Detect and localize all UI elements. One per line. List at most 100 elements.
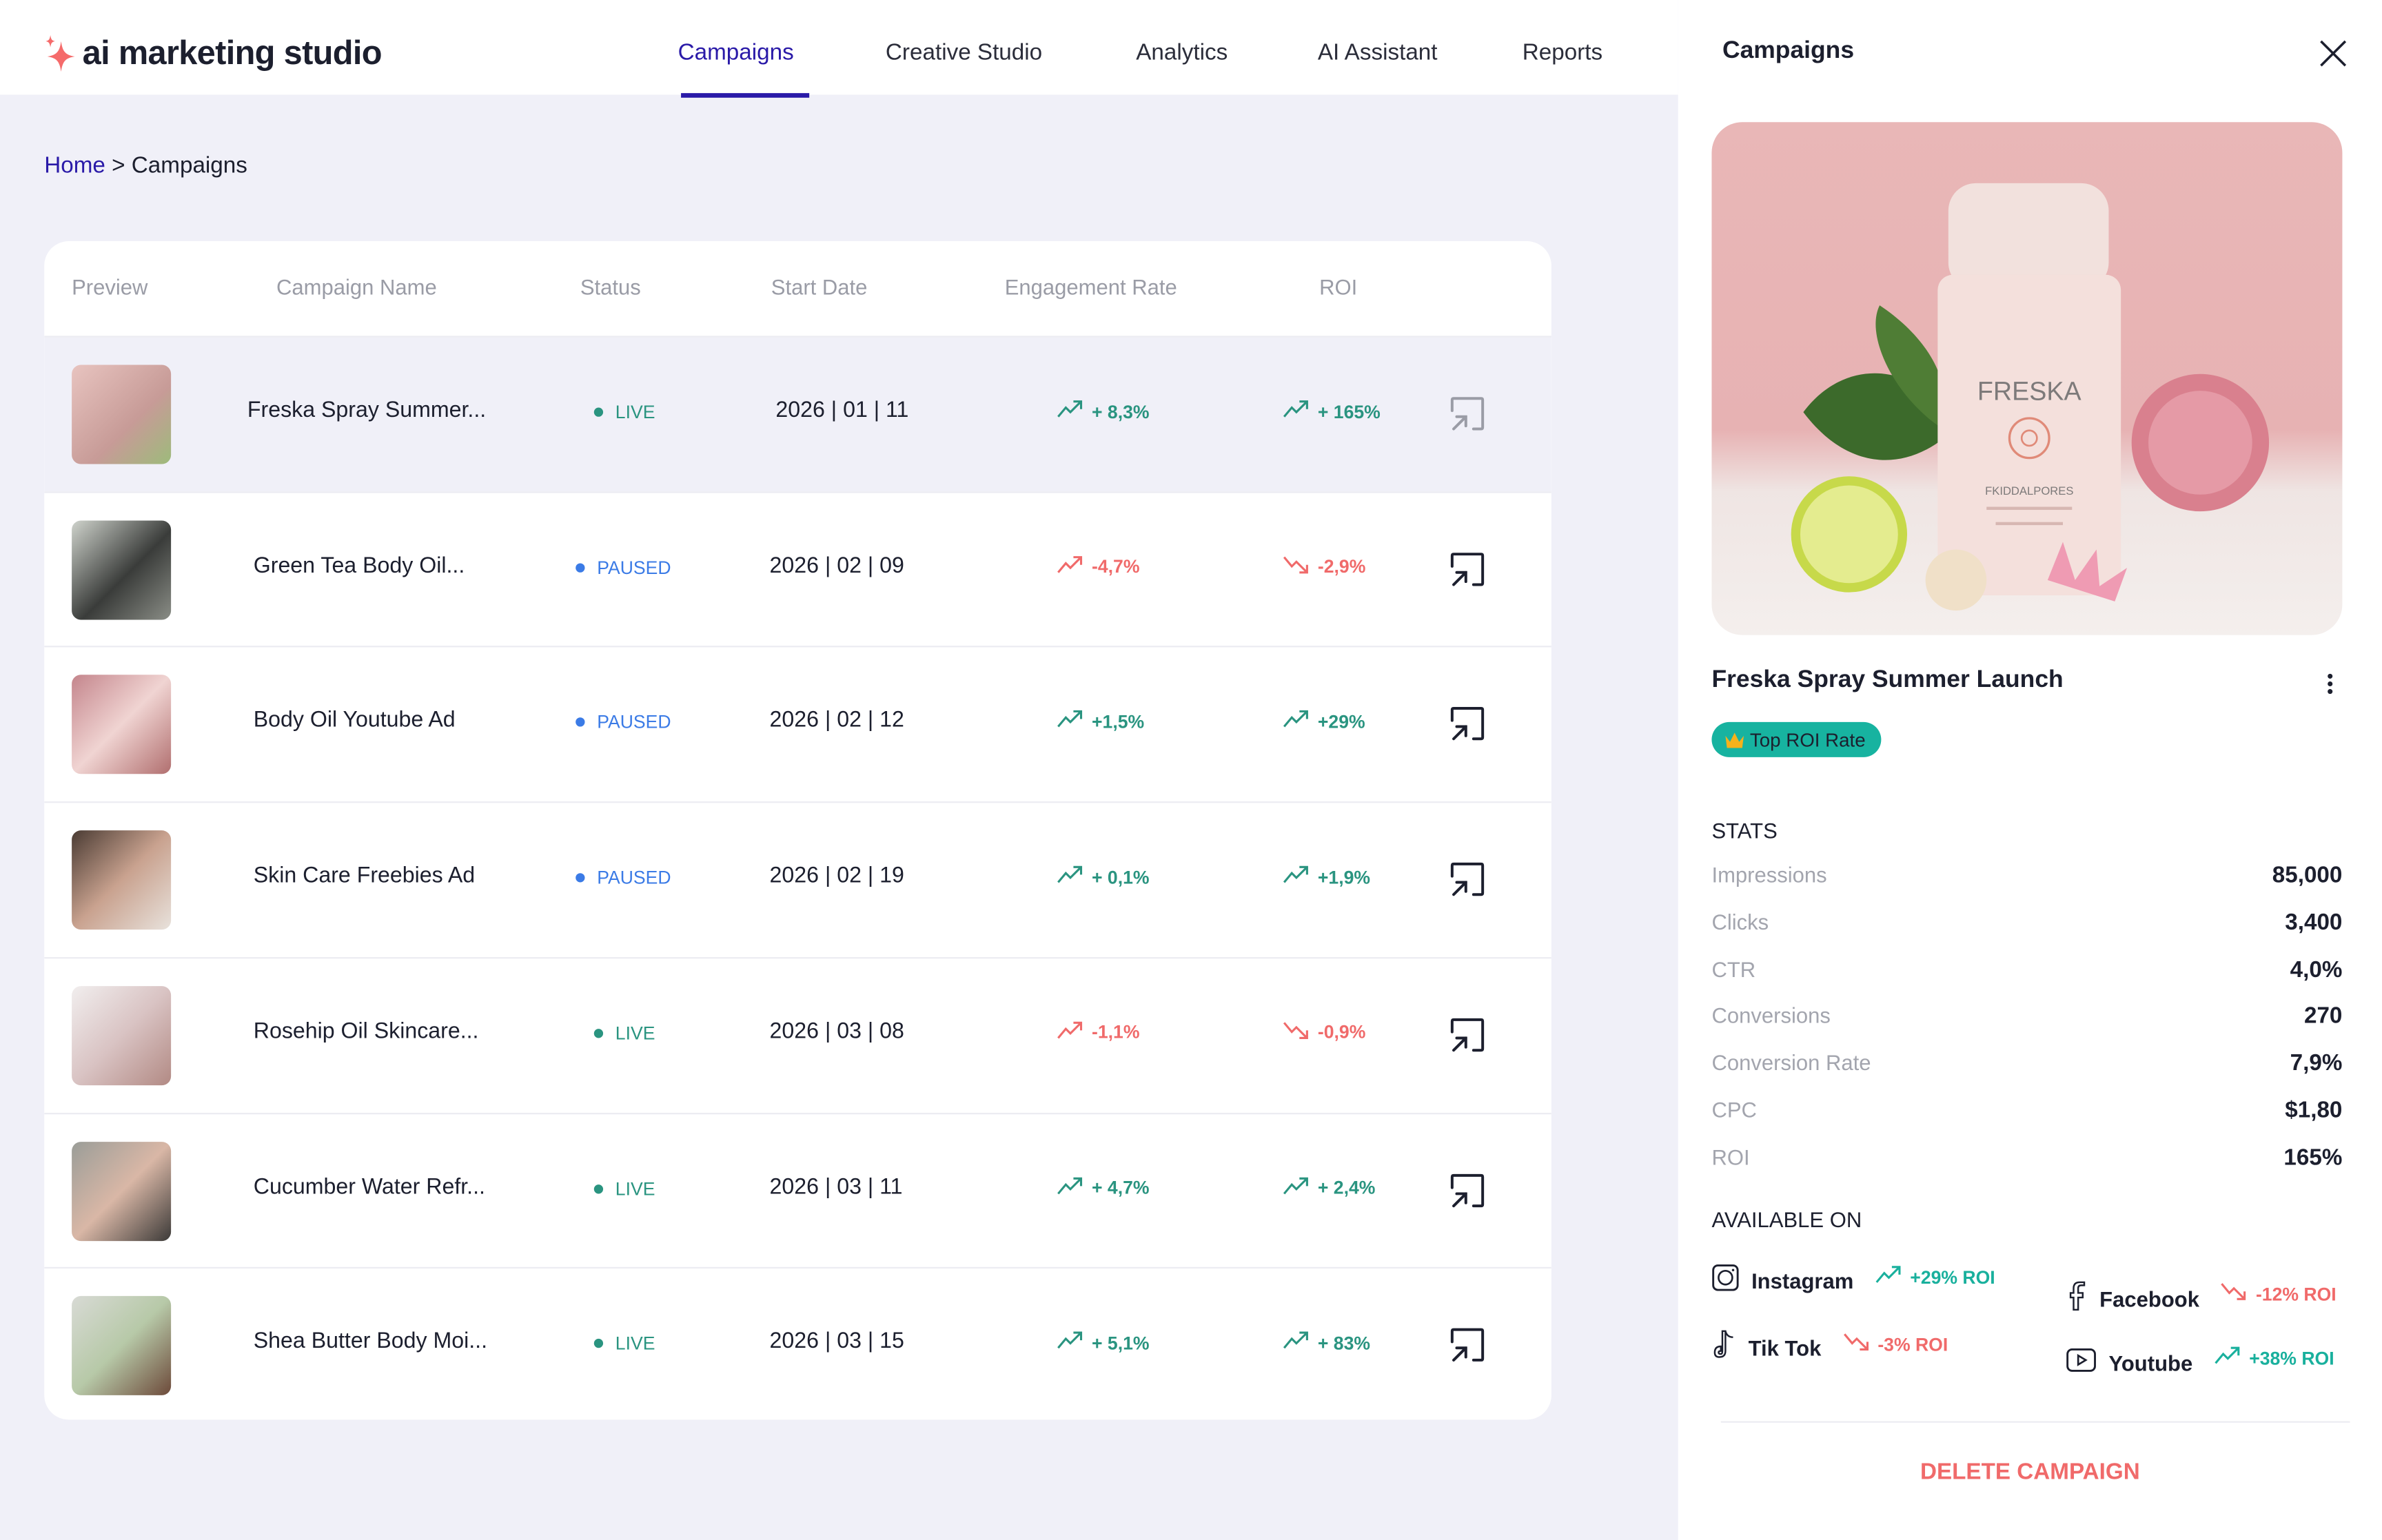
engagement-rate-cell: + 5,1% [1057,1331,1150,1354]
crown-icon [1725,732,1744,748]
table-row[interactable]: Cucumber Water Refr... LIVE 2026 | 03 | … [44,1111,1551,1268]
open-details-icon[interactable] [1449,861,1485,898]
delete-campaign-button[interactable]: DELETE CAMPAIGN [1920,1459,2140,1486]
start-date-cell: 2026 | 02 | 09 [769,553,904,578]
platform-youtube[interactable]: Youtube +38% ROI [2066,1346,2334,1379]
platform-instagram[interactable]: Instagram +29% ROI [1711,1264,1995,1296]
open-details-icon[interactable] [1449,706,1485,742]
campaign-thumbnail [72,1141,172,1241]
open-details-icon[interactable] [1449,551,1485,587]
badge-label: Top ROI Rate [1749,728,1866,750]
trend-down-icon [2221,1282,2248,1305]
nav-campaigns[interactable]: Campaigns [678,39,794,66]
stat-value: $1,80 [2285,1097,2343,1124]
table-row[interactable]: Skin Care Freebies Ad PAUSED 2026 | 02 |… [44,801,1551,957]
nav-analytics[interactable]: Analytics [1136,39,1228,66]
status-badge: LIVE [593,1178,655,1199]
start-date-cell: 2026 | 01 | 11 [775,398,909,423]
col-preview: Preview [72,274,148,300]
nav-ai-assistant[interactable]: AI Assistant [1317,39,1438,66]
col-campaign-name[interactable]: Campaign Name [276,274,437,300]
stat-row: Impressions 85,000 [1711,863,2342,889]
stat-row: ROI 165% [1711,1144,2342,1171]
nav-reports[interactable]: Reports [1522,39,1603,66]
tiktok-icon [1711,1330,1735,1365]
status-label: LIVE [615,401,655,423]
engagement-rate-cell: + 8,3% [1057,400,1150,422]
table-row[interactable]: Body Oil Youtube Ad PAUSED 2026 | 02 | 1… [44,646,1551,802]
roi-value: + 83% [1317,1332,1371,1354]
engagement-value: + 0,1% [1092,866,1150,888]
engagement-rate-cell: -4,7% [1057,555,1139,578]
campaign-name-cell[interactable]: Shea Butter Body Moi... [253,1330,488,1355]
table-row[interactable]: Rosehip Oil Skincare... LIVE 2026 | 03 |… [44,956,1551,1113]
trend-up-icon [1057,865,1084,888]
status-badge: PAUSED [576,867,671,889]
campaign-name-cell[interactable]: Freska Spray Summer... [247,398,487,423]
col-status[interactable]: Status [580,274,641,300]
engagement-value: -4,7% [1092,555,1140,577]
stat-label: CTR [1711,956,1756,981]
app-logo[interactable]: ai marketing studio [43,34,383,74]
stat-label: Impressions [1711,862,1827,887]
stat-label: ROI [1711,1144,1750,1169]
stat-label: CPC [1711,1097,1757,1122]
open-details-icon[interactable] [1449,1171,1485,1208]
trend-up-icon [1283,1176,1310,1199]
campaign-name-cell[interactable]: Rosehip Oil Skincare... [253,1019,479,1044]
breadcrumb: Home > Campaigns [44,153,247,179]
status-dot [576,562,585,573]
trend-up-icon [1875,1266,1902,1289]
stat-row: Conversions 270 [1711,1003,2342,1029]
trend-up-icon [2214,1346,2241,1369]
col-roi[interactable]: ROI [1319,274,1358,300]
trend-up-icon [1057,1176,1084,1199]
platform-tik-tok[interactable]: Tik Tok -3% ROI [1711,1330,1948,1365]
stat-value: 270 [2303,1003,2343,1030]
product-label: FRESKA [1977,376,2082,405]
campaigns-table: Preview Campaign Name Status Start Date … [44,241,1551,1420]
platform-facebook[interactable]: Facebook -12% ROI [2066,1281,2337,1316]
col-engagement-rate[interactable]: Engagement Rate [1004,274,1177,300]
breadcrumb-home[interactable]: Home [44,152,105,179]
stat-label: Clicks [1711,909,1769,934]
status-dot [593,407,604,417]
roi-cell: + 165% [1283,400,1381,422]
roi-cell: +29% [1283,710,1365,733]
stat-value: 165% [2283,1144,2343,1171]
engagement-value: + 8,3% [1092,400,1150,422]
table-row[interactable]: Green Tea Body Oil... PAUSED 2026 | 02 |… [44,491,1551,647]
status-badge: LIVE [593,401,655,423]
status-label: PAUSED [597,712,671,734]
open-details-icon[interactable] [1449,396,1485,432]
stat-label: Conversions [1711,1003,1831,1028]
more-options-icon[interactable] [2319,672,2341,696]
start-date-cell: 2026 | 03 | 08 [769,1019,904,1044]
status-label: PAUSED [597,556,671,578]
table-row[interactable]: Shea Butter Body Moi... LIVE 2026 | 03 |… [44,1267,1551,1419]
engagement-value: + 5,1% [1092,1332,1150,1354]
campaign-name-cell[interactable]: Cucumber Water Refr... [253,1174,485,1200]
campaign-name-cell[interactable]: Body Oil Youtube Ad [253,708,456,734]
platform-roi: -12% ROI [2255,1283,2337,1305]
campaign-name-cell[interactable]: Skin Care Freebies Ad [253,864,476,889]
sparkle-icon [45,34,75,72]
open-details-icon[interactable] [1449,1016,1485,1053]
trend-up-icon [1283,865,1310,888]
platform-name: Tik Tok [1748,1335,1822,1359]
nav-creative-studio[interactable]: Creative Studio [885,39,1043,66]
engagement-value: +1,5% [1092,711,1145,733]
stat-value: 85,000 [2272,862,2343,889]
campaign-name-cell[interactable]: Green Tea Body Oil... [253,553,465,578]
engagement-rate-cell: + 0,1% [1057,865,1150,888]
table-row[interactable]: Freska Spray Summer... LIVE 2026 | 01 | … [44,336,1551,492]
engagement-rate-cell: +1,5% [1057,710,1144,733]
platform-name: Youtube [2108,1350,2193,1375]
divider [1720,1421,2350,1423]
col-start-date[interactable]: Start Date [771,274,868,300]
open-details-icon[interactable] [1449,1327,1485,1364]
status-label: LIVE [615,1022,655,1044]
campaign-thumbnail [72,365,172,464]
close-icon[interactable] [2319,40,2347,68]
roi-value: +1,9% [1317,866,1371,888]
